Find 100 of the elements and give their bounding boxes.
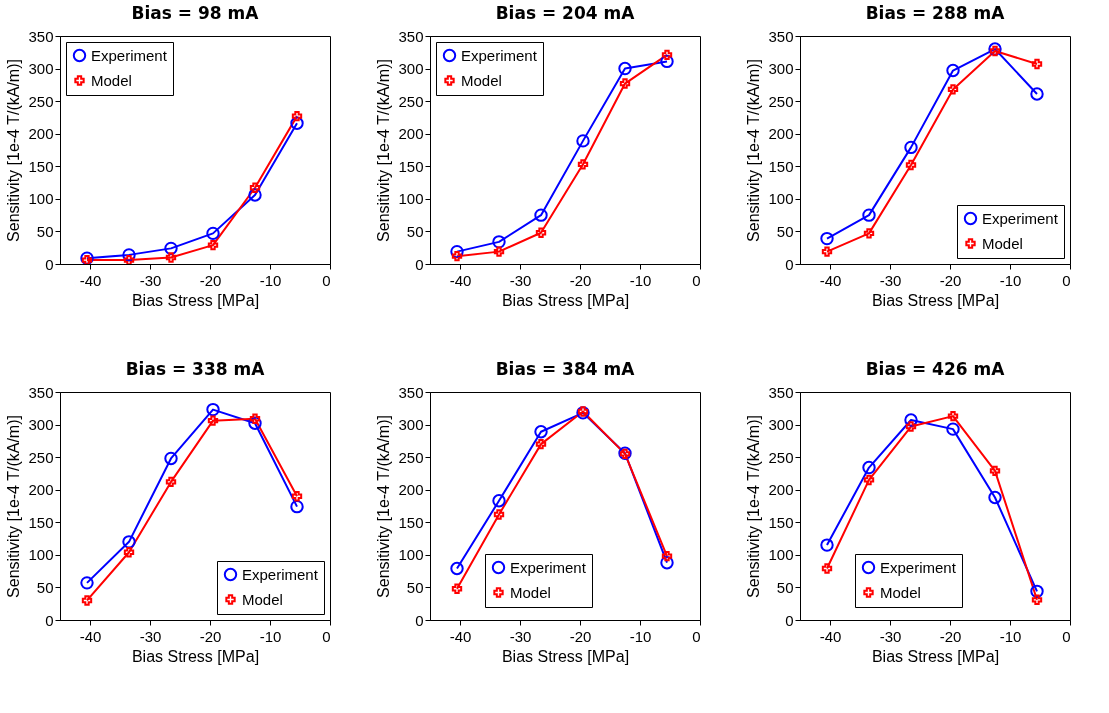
x-tick-label: -10 [629, 627, 652, 645]
x-tick-label: -30 [139, 627, 162, 645]
y-tick-label: 150 [28, 157, 54, 175]
point [661, 49, 673, 61]
point [904, 140, 918, 155]
x-tick-label: -10 [999, 627, 1022, 645]
y-tick-label: 100 [398, 546, 424, 564]
chart-title: Bias = 384 mA [495, 359, 636, 379]
y-tick-label: 0 [785, 255, 794, 273]
y-tick-label: 350 [768, 27, 794, 45]
x-axis-title: Bias Stress [MPa] [131, 291, 260, 309]
point [862, 460, 876, 475]
point [451, 583, 463, 594]
y-tick-label: 0 [415, 611, 424, 629]
x-tick-label: -10 [259, 627, 282, 645]
point [618, 61, 632, 76]
legend-label: Model [91, 71, 132, 89]
point [450, 244, 464, 259]
y-tick-label: 0 [45, 611, 54, 629]
y-axis-title: Sensitivity [1e-4 T/(kA/m)] [375, 59, 393, 242]
point [989, 465, 1001, 477]
x-tick-label: -10 [999, 271, 1022, 289]
y-tick-label: 250 [28, 92, 54, 110]
point [1030, 584, 1044, 599]
y-tick-label: 250 [28, 448, 54, 466]
x-tick-label: -10 [629, 271, 652, 289]
legend-label: Model [880, 583, 921, 601]
point [820, 231, 834, 246]
y-tick-label: 300 [398, 60, 424, 78]
point [1030, 87, 1044, 101]
x-tick-label: 0 [322, 271, 331, 289]
point [248, 416, 262, 430]
x-tick-label: -40 [79, 627, 102, 645]
legend-label: Experiment [91, 46, 168, 64]
point [576, 134, 590, 148]
y-tick-label: 300 [768, 416, 794, 434]
point [577, 159, 589, 170]
y-axis-title: Sensitivity [1e-4 T/(kA/m)] [745, 415, 763, 598]
y-tick-label: 50 [776, 222, 794, 240]
y-tick-label: 0 [785, 611, 794, 629]
x-tick-label: -30 [509, 271, 532, 289]
y-tick-label: 200 [398, 481, 424, 499]
point [291, 491, 303, 502]
point [207, 239, 219, 251]
y-tick-label: 50 [406, 222, 424, 240]
x-tick-label: -40 [449, 271, 472, 289]
point [1031, 594, 1043, 605]
y-tick-label: 200 [768, 481, 794, 499]
x-tick-label: -30 [879, 271, 902, 289]
point [946, 422, 960, 436]
y-tick-label: 200 [768, 125, 794, 143]
point [80, 576, 94, 590]
chart-title: Bias = 426 mA [865, 359, 1006, 379]
y-tick-label: 250 [768, 448, 794, 466]
y-tick-label: 50 [776, 578, 794, 596]
x-tick-label: 0 [322, 627, 331, 645]
point [492, 494, 506, 508]
point [535, 438, 547, 450]
y-tick-label: 200 [28, 481, 54, 499]
point [493, 246, 505, 257]
x-tick-label: 0 [1062, 271, 1071, 289]
point [905, 159, 917, 171]
point [1031, 58, 1043, 70]
legend-label: Model [982, 234, 1023, 252]
point [164, 241, 178, 256]
x-axis-title: Bias Stress [MPa] [501, 291, 630, 309]
x-tick-label: -20 [569, 271, 592, 289]
point [450, 561, 464, 576]
point [660, 54, 674, 69]
y-tick-label: 150 [398, 157, 424, 175]
x-tick-label: 0 [1062, 627, 1071, 645]
legend-label: Model [510, 583, 551, 601]
point [123, 254, 135, 264]
legend-label: Model [461, 71, 502, 89]
y-tick-label: 100 [28, 546, 54, 564]
point [207, 415, 219, 426]
y-tick-label: 150 [768, 157, 794, 175]
chart-title: Bias = 98 mA [131, 3, 260, 23]
x-tick-label: -30 [139, 271, 162, 289]
point [206, 226, 220, 241]
y-tick-label: 0 [415, 255, 424, 273]
x-tick-label: -20 [199, 627, 222, 645]
x-tick-label: 0 [692, 627, 701, 645]
y-tick-label: 100 [768, 546, 794, 564]
y-tick-label: 300 [398, 416, 424, 434]
legend-label: Experiment [982, 209, 1059, 227]
point [249, 413, 261, 424]
point [820, 538, 834, 552]
x-tick-label: 0 [692, 271, 701, 289]
y-tick-label: 350 [28, 27, 54, 45]
y-tick-label: 0 [45, 255, 54, 273]
y-tick-label: 250 [398, 448, 424, 466]
legend-label: Experiment [242, 565, 319, 583]
y-tick-label: 300 [28, 416, 54, 434]
x-tick-label: -30 [509, 627, 532, 645]
chart-title: Bias = 204 mA [495, 3, 636, 23]
y-tick-label: 200 [398, 125, 424, 143]
point [863, 474, 875, 486]
x-tick-label: -40 [819, 627, 842, 645]
point [493, 509, 505, 520]
